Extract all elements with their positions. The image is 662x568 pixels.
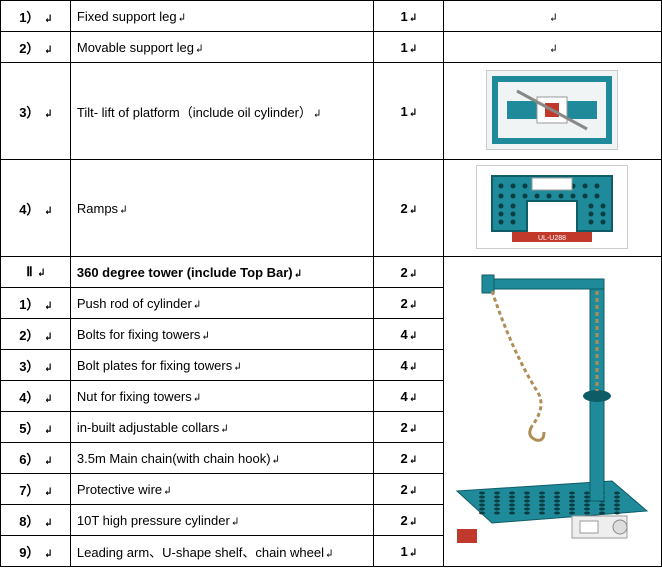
row-qty: 2↲ [374,474,444,505]
row-description: Push rod of cylinder↲ [70,288,373,319]
row-qty: 1↲ [374,32,444,63]
row-image: ↲ [443,1,661,32]
row-number: 9） ↲ [1,536,71,567]
row-description: Bolt plates for fixing towers↲ [70,350,373,381]
row-number: 3） ↲ [1,350,71,381]
row-number: 4） ↲ [1,381,71,412]
row-description: 10T high pressure cylinder↲ [70,505,373,536]
ramps-thumb: UL-U288 [476,165,628,249]
row-description: Leading arm、U-shape shelf、chain wheel↲ [70,536,373,567]
row-description: Protective wire↲ [70,474,373,505]
table-row: 1） ↲Fixed support leg↲1↲↲ [1,1,662,32]
row-image [443,63,661,160]
row-description: Fixed support leg↲ [70,1,373,32]
row-number: Ⅱ ↲ [1,257,71,288]
row-qty: 2↲ [374,505,444,536]
row-description: 360 degree tower (include Top Bar)↲ [70,257,373,288]
row-description: Movable support leg↲ [70,32,373,63]
tiltlift-thumb [486,70,618,150]
row-number: 1） ↲ [1,288,71,319]
row-image: UL-U288 [443,160,661,257]
row-qty: 4↲ [374,350,444,381]
row-description: in-built adjustable collars↲ [70,412,373,443]
row-qty: 2↲ [374,443,444,474]
row-qty: 2↲ [374,160,444,257]
row-number: 1） ↲ [1,1,71,32]
row-number: 7） ↲ [1,474,71,505]
table-row: 4） ↲Ramps↲2↲ UL-U288 [1,160,662,257]
table-row: 2） ↲Movable support leg↲1↲↲ [1,32,662,63]
row-number: 8） ↲ [1,505,71,536]
parts-table: 1） ↲Fixed support leg↲1↲↲2） ↲Movable sup… [0,0,662,567]
tower-thumb [452,261,652,549]
row-description: Nut for fixing towers↲ [70,381,373,412]
table-row: 3） ↲Tilt- lift of platform（include oil c… [1,63,662,160]
row-description: Tilt- lift of platform（include oil cylin… [70,63,373,160]
row-qty: 4↲ [374,381,444,412]
svg-text:UL-U288: UL-U288 [538,235,566,242]
row-qty: 2↲ [374,288,444,319]
table-row: Ⅱ ↲360 degree tower (include Top Bar)↲2↲ [1,257,662,288]
row-number: 6） ↲ [1,443,71,474]
row-number: 2） ↲ [1,319,71,350]
row-qty: 1↲ [374,536,444,567]
row-description: 3.5m Main chain(with chain hook)↲ [70,443,373,474]
row-number: 2） ↲ [1,32,71,63]
row-image [443,257,661,567]
row-qty: 2↲ [374,257,444,288]
row-description: Bolts for fixing towers↲ [70,319,373,350]
row-image: ↲ [443,32,661,63]
row-description: Ramps↲ [70,160,373,257]
row-qty: 4↲ [374,319,444,350]
row-qty: 2↲ [374,412,444,443]
row-qty: 1↲ [374,1,444,32]
row-qty: 1↲ [374,63,444,160]
row-number: 4） ↲ [1,160,71,257]
row-number: 3） ↲ [1,63,71,160]
row-number: 5） ↲ [1,412,71,443]
